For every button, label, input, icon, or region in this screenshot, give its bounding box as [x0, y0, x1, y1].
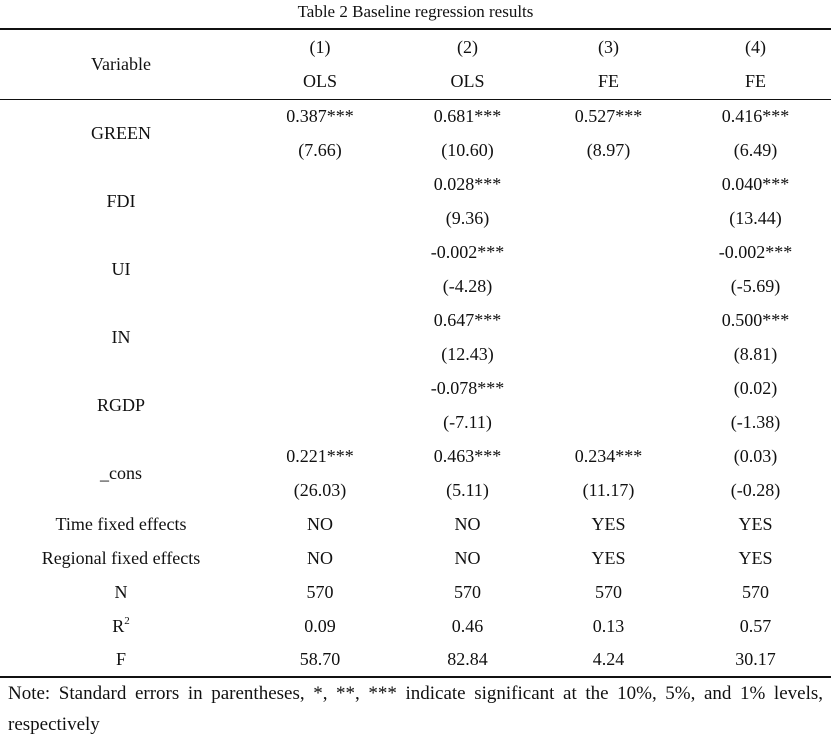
stat-value: NO — [454, 513, 481, 534]
column-number: (1) — [242, 28, 398, 64]
stat-name: R — [112, 615, 125, 636]
column-number: (2) — [398, 28, 537, 64]
std-error-cell — [537, 405, 680, 439]
stat-name: Regional fixed effects — [41, 547, 201, 568]
std-error-cell: (11.17) — [582, 479, 635, 500]
stat-value: NO — [454, 547, 481, 568]
variable-name: FDI — [106, 190, 136, 211]
coefficient-cell: 0.387*** — [286, 105, 354, 126]
std-error-cell — [242, 201, 398, 235]
std-error-cell: (12.43) — [441, 343, 494, 364]
stat-value: YES — [738, 513, 773, 534]
std-error-cell: (26.03) — [293, 479, 347, 500]
coefficient-cell — [242, 371, 398, 405]
coefficient-cell — [242, 167, 398, 201]
coefficient-cell: 0.416*** — [721, 105, 790, 126]
coefficient-cell — [537, 235, 680, 269]
stat-value: 0.13 — [592, 615, 625, 636]
variable-name: RGDP — [96, 394, 145, 415]
std-error-cell: (-1.38) — [730, 411, 781, 432]
coefficient-cell: 0.527*** — [574, 105, 643, 126]
std-error-cell — [242, 405, 398, 439]
stat-name: F — [0, 643, 242, 678]
std-error-cell — [537, 337, 680, 371]
stat-value: 0.09 — [304, 615, 336, 636]
coefficient-cell — [537, 303, 680, 337]
coefficient-cell — [537, 167, 680, 201]
column-number: (3) — [537, 28, 680, 64]
std-error-cell: (8.81) — [733, 343, 778, 364]
column-method: OLS — [398, 64, 537, 100]
coefficient-cell: 0.500*** — [721, 309, 790, 330]
variable-header: Variable — [0, 28, 242, 100]
table-note: Note: Standard errors in parentheses, *,… — [8, 683, 823, 735]
std-error-cell: (-4.28) — [442, 275, 493, 296]
stat-value: YES — [738, 547, 773, 568]
stat-name: Time fixed effects — [55, 513, 187, 534]
coefficient-cell: -0.078*** — [430, 377, 505, 398]
std-error-cell — [537, 201, 680, 235]
stat-value: NO — [307, 513, 333, 534]
column-number: (4) — [680, 28, 831, 64]
stat-value: 570 — [454, 581, 481, 602]
stat-value: YES — [591, 547, 626, 568]
stat-name: N — [114, 581, 128, 602]
std-error-cell: (-5.69) — [730, 275, 781, 296]
stat-value: 4.24 — [537, 643, 680, 678]
variable-name: IN — [111, 326, 131, 347]
std-error-cell: (13.44) — [729, 207, 782, 228]
stat-value: 30.17 — [680, 643, 831, 678]
superscript: 2 — [124, 614, 130, 627]
stat-value: NO — [307, 547, 333, 568]
std-error-cell — [242, 269, 398, 303]
stat-value: 570 — [306, 581, 334, 602]
stat-value: 0.46 — [451, 615, 484, 636]
std-error-cell: (10.60) — [441, 139, 494, 160]
variable-name: GREEN — [91, 122, 151, 143]
coefficient-cell: 0.234*** — [574, 445, 643, 466]
table-title: Table 2 Baseline regression results — [297, 2, 534, 21]
std-error-cell — [537, 269, 680, 303]
column-method: FE — [680, 64, 831, 100]
coefficient-cell — [242, 235, 398, 269]
coefficient-cell: 0.028*** — [433, 173, 502, 194]
stat-value: 570 — [742, 581, 769, 602]
coefficient-cell: 0.221*** — [286, 445, 354, 466]
coefficient-cell: 0.463*** — [433, 445, 502, 466]
std-error-cell: (-0.28) — [730, 479, 781, 500]
stat-value: YES — [591, 513, 626, 534]
stat-value: 58.70 — [242, 643, 398, 678]
coefficient-cell — [242, 303, 398, 337]
column-method: OLS — [242, 64, 398, 100]
coefficient-cell: -0.002*** — [718, 241, 793, 262]
std-error-cell — [242, 337, 398, 371]
std-error-cell: (9.36) — [445, 207, 490, 228]
stat-value: 82.84 — [398, 643, 537, 678]
coefficient-cell: (0.02) — [733, 377, 778, 398]
variable-name: UI — [111, 258, 131, 279]
std-error-cell: (-7.11) — [443, 411, 492, 432]
coefficient-cell: -0.002*** — [430, 241, 505, 262]
std-error-cell: (7.66) — [298, 139, 342, 160]
variable-name: _cons — [100, 462, 142, 483]
stat-name-r-squared: R2 — [0, 609, 242, 643]
coefficient-cell — [537, 371, 680, 405]
regression-table: Variable (1) (2) (3) (4) OLS OLS FE FE G… — [0, 28, 831, 678]
column-method: FE — [537, 64, 680, 100]
coefficient-cell: (0.03) — [733, 445, 778, 466]
std-error-cell: (5.11) — [446, 479, 489, 500]
stat-value: 0.57 — [739, 615, 772, 636]
coefficient-cell: 0.681*** — [433, 105, 502, 126]
coefficient-cell: 0.040*** — [721, 173, 790, 194]
stat-value: 570 — [595, 581, 622, 602]
std-error-cell: (6.49) — [733, 139, 778, 160]
coefficient-cell: 0.647*** — [433, 309, 502, 330]
std-error-cell: (8.97) — [586, 139, 631, 160]
